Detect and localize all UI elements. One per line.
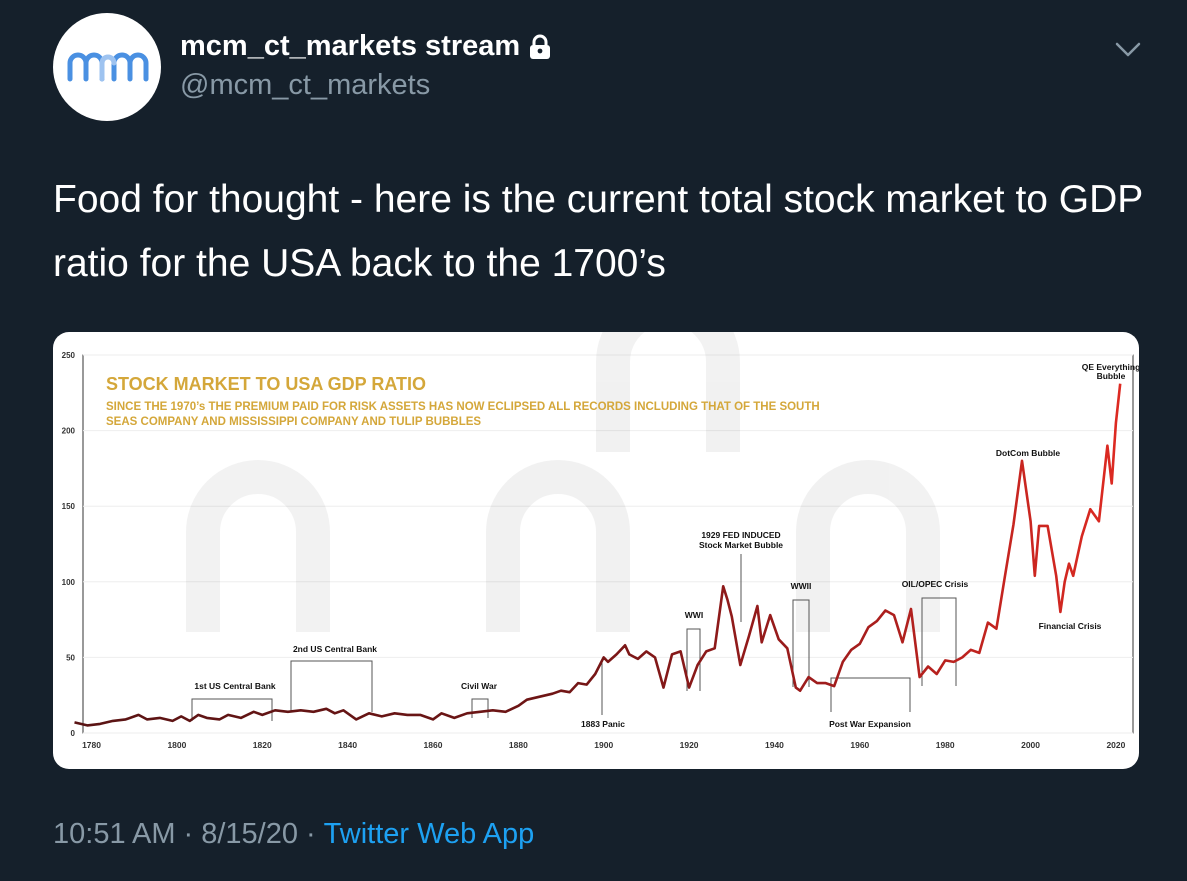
annotation-label: 1929 FED INDUCED [701,530,780,540]
chevron-down-icon[interactable] [1113,34,1143,64]
x-tick-label: 2000 [1021,740,1040,750]
annotation-bracket [290,660,373,712]
author-display-name[interactable]: mcm_ct_markets stream [180,30,521,62]
tweet-date[interactable]: 8/15/20 [201,818,298,850]
annotation-label: WWII [791,581,812,591]
y-tick-label: 100 [62,578,76,587]
chart-subtitle-line-1: SINCE THE 1970’s THE PREMIUM PAID FOR RI… [106,401,820,413]
y-tick-label: 250 [62,351,76,360]
author-name-row: mcm_ct_markets stream [180,30,552,63]
annotation-bracket [792,599,810,687]
y-tick-label: 0 [71,729,76,738]
annotation-label: 1883 Panic [581,719,625,729]
x-tick-label: 1900 [594,740,613,750]
x-tick-label: 1980 [936,740,955,750]
author-handle[interactable]: @mcm_ct_markets [180,69,431,101]
annotation-label: QE Everything [1082,362,1139,372]
avatar[interactable] [53,13,161,121]
annotation-bracket [921,597,957,686]
annotation-label: Civil War [461,681,498,691]
x-tick-label: 1860 [424,740,443,750]
x-tick-label: 1940 [765,740,784,750]
tweet-meta: 10:51 AM · 8/15/20 · Twitter Web App [53,818,534,851]
annotation-label: DotCom Bubble [996,448,1060,458]
x-tick-label: 1880 [509,740,528,750]
mcm-logo [67,52,149,82]
annotation-bracket [471,698,489,718]
x-tick-label: 1920 [680,740,699,750]
annotation-label: Financial Crisis [1039,621,1102,631]
annotation-label: 2nd US Central Bank [293,644,377,654]
annotation-label: OIL/OPEC Crisis [902,579,969,589]
tweet-time[interactable]: 10:51 AM [53,818,176,850]
meta-separator: · [183,818,194,850]
lock-icon [530,34,551,59]
tweet-source-link[interactable]: Twitter Web App [323,818,535,850]
x-tick-label: 1800 [167,740,186,750]
x-tick-label: 1820 [253,740,272,750]
annotation-label: Stock Market Bubble [699,540,783,550]
meta-separator: · [305,818,316,850]
x-tick-label: 1960 [850,740,869,750]
x-tick-label: 1840 [338,740,357,750]
y-tick-label: 200 [62,427,76,436]
chart-image[interactable]: 0 50 100 150 200 250 1780 1800 1820 1840 1860 1880 1… [53,332,1139,769]
x-tick-label: 2020 [1106,740,1125,750]
stock-gdp-chart: 0 50 100 150 200 250 1780 1800 1820 1840 1860 1880 1… [62,332,1139,750]
series-line [74,383,1122,727]
annotation-label: WWI [685,610,703,620]
annotation-bracket [830,677,911,712]
y-tick-label: 50 [66,653,75,662]
tweet-text: Food for thought - here is the current t… [53,178,1143,285]
chart-title: STOCK MARKET TO USA GDP RATIO [106,374,426,394]
annotation-bracket [191,698,273,721]
annotation-label: 1st US Central Bank [194,681,276,691]
annotation-label: Bubble [1097,371,1126,381]
y-tick-label: 150 [62,502,76,511]
annotation-label: Post War Expansion [829,719,911,729]
x-tick-label: 1780 [82,740,101,750]
chart-subtitle-line-2: SEAS COMPANY AND MISSISSIPPI COMPANY AND… [106,416,481,428]
